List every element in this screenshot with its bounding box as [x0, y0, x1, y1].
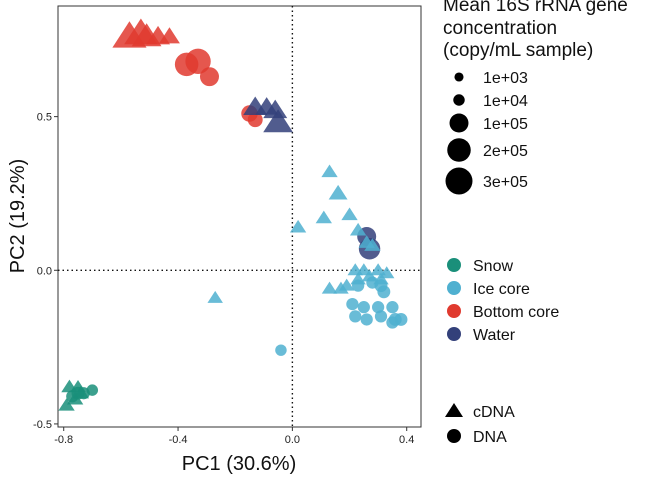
size-legend-title-line-1: Mean 16S rRNA gene — [443, 0, 628, 16]
data-point-circle — [346, 297, 359, 311]
y-tick-label: 0.5 — [37, 112, 52, 124]
data-point-triangle — [349, 222, 367, 236]
data-point-triangle — [378, 266, 395, 279]
plot-panel — [57, 5, 422, 428]
color-legend-key — [447, 258, 461, 272]
color-legend-label: Bottom core — [473, 304, 559, 321]
data-point-circle — [357, 301, 370, 314]
x-tick-label: 0.0 — [285, 434, 300, 446]
size-legend-label: 1e+03 — [483, 70, 528, 87]
y-tick-label: 0.0 — [37, 265, 52, 277]
data-point-triangle — [159, 27, 180, 44]
data-point-circle — [86, 384, 99, 396]
data-point-circle — [377, 285, 391, 299]
data-point-circle — [372, 301, 385, 314]
color-legend-label: Water — [473, 327, 516, 344]
data-point-triangle — [207, 290, 223, 303]
color-legend: Snow Ice core Bottom core Water — [447, 258, 559, 344]
data-point-circle — [351, 279, 365, 292]
data-point-circle — [174, 52, 199, 77]
data-point-circle — [374, 310, 388, 323]
size-legend: Mean 16S rRNA gene concentration (copy/m… — [443, 0, 628, 195]
y-axis: -0.5 0.0 0.5 — [33, 112, 58, 431]
data-point-triangle — [315, 210, 332, 224]
shape-legend-label: DNA — [473, 429, 507, 446]
size-legend-key — [445, 167, 473, 195]
data-point-triangle — [321, 281, 338, 294]
y-tick-label: -0.5 — [33, 419, 52, 431]
x-axis: -0.8 -0.4 0.0 0.4 — [54, 427, 414, 446]
data-point-triangle — [328, 184, 348, 200]
data-point-circle — [386, 301, 399, 314]
shape-legend-label: cDNA — [473, 404, 515, 421]
size-legend-key — [449, 113, 469, 133]
x-tick-label: -0.8 — [54, 434, 73, 446]
data-point-triangle — [364, 238, 381, 251]
data-point-circle — [247, 112, 263, 128]
size-legend-label: 1e+05 — [483, 116, 528, 133]
data-point-triangle — [263, 109, 293, 133]
data-point-triangle — [289, 219, 307, 233]
size-legend-label: 1e+04 — [483, 93, 528, 110]
size-legend-key — [454, 72, 464, 82]
data-point-triangle — [370, 263, 386, 276]
data-point-triangle — [58, 398, 75, 411]
data-point-triangle — [263, 99, 288, 119]
data-point-triangle — [321, 164, 338, 178]
size-legend-label: 3e+05 — [483, 174, 528, 191]
size-legend-label: 2e+05 — [483, 143, 528, 160]
data-point-triangle — [356, 263, 372, 276]
data-points — [58, 18, 408, 411]
x-tick-label: 0.4 — [399, 434, 414, 446]
data-point-triangle — [333, 281, 349, 294]
shape-legend-key-circle — [447, 429, 461, 443]
size-legend-key — [453, 94, 465, 106]
size-legend-title-line-2: concentration — [443, 18, 557, 39]
y-axis-title: PC2 (19.2%) — [7, 159, 29, 274]
data-point-triangle — [341, 207, 358, 221]
shape-legend-key-triangle — [445, 403, 463, 417]
x-tick-label: -0.4 — [169, 434, 188, 446]
data-point-circle — [349, 310, 362, 323]
size-legend-key — [447, 138, 471, 162]
data-point-circle — [360, 313, 373, 326]
x-axis-title: PC1 (30.6%) — [182, 453, 297, 475]
color-legend-label: Ice core — [473, 281, 530, 298]
color-legend-key — [447, 281, 461, 295]
size-legend-title-line-3: (copy/mL sample) — [443, 40, 593, 61]
data-point-circle — [200, 67, 219, 87]
data-point-circle — [275, 344, 287, 356]
color-legend-key — [447, 304, 461, 318]
color-legend-label: Snow — [473, 258, 513, 275]
data-point-circle — [386, 316, 399, 329]
shape-legend: cDNA DNA — [445, 403, 515, 446]
color-legend-key — [447, 327, 461, 341]
